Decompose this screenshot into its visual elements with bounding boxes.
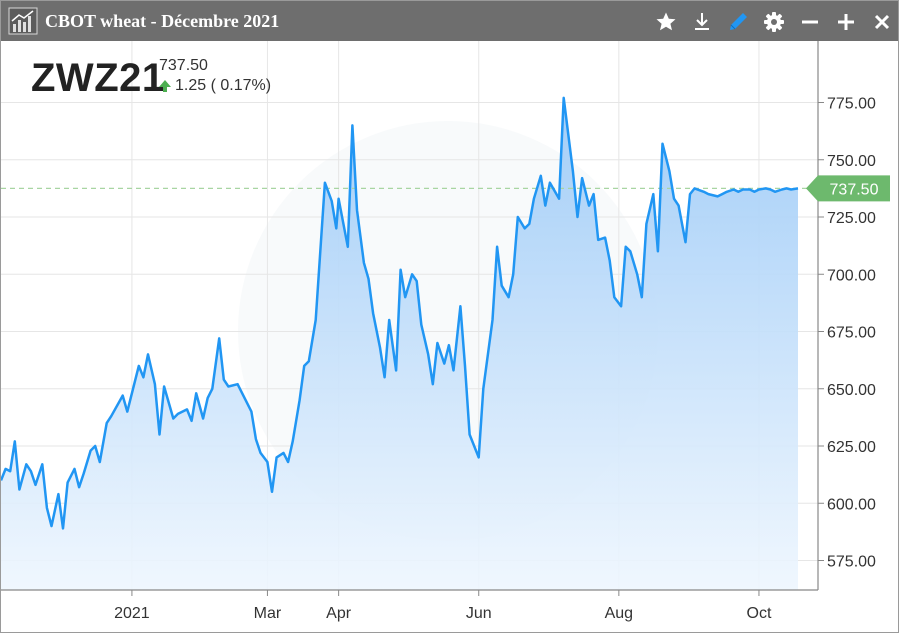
price-change-label: 1.25 ( 0.17%) [175, 77, 272, 94]
y-tick-label: 700.00 [827, 267, 876, 284]
gear-icon [764, 12, 784, 32]
y-tick-label: 650.00 [827, 382, 876, 399]
y-tick-label: 625.00 [827, 439, 876, 456]
y-tick-label: 675.00 [827, 325, 876, 342]
y-tick-label: 575.00 [827, 554, 876, 571]
x-tick-label: 2021 [114, 605, 150, 622]
close-button[interactable] [871, 11, 893, 33]
download-button[interactable] [691, 11, 713, 33]
y-axis-labels: 575.00 600.00 625.00 650.00 675.00 700.00 725.… [827, 96, 876, 571]
minus-icon [802, 20, 818, 24]
x-tick-label: Aug [605, 605, 633, 622]
close-icon [874, 14, 890, 30]
settings-button[interactable] [763, 11, 785, 33]
star-icon [656, 12, 676, 31]
price-tag-label: 737.50 [830, 181, 879, 198]
x-tick-label: Jun [466, 605, 492, 622]
price-tag-shape [806, 175, 890, 202]
plus-icon [838, 14, 854, 30]
y-tick-label: 775.00 [827, 96, 876, 113]
quote-header: ZWZ21 737.50 1.25 ( 0.17%) [1, 41, 301, 111]
draw-button[interactable] [727, 11, 749, 33]
price-chart[interactable]: 575.00 600.00 625.00 650.00 675.00 700.00 725.… [1, 41, 898, 632]
favorite-button[interactable] [655, 11, 677, 33]
x-tick-label: Oct [747, 605, 772, 622]
window-title: CBOT wheat - Décembre 2021 [45, 11, 280, 31]
chart-app-icon [8, 7, 38, 35]
chart-axes [1, 41, 824, 596]
x-tick-label: Mar [254, 605, 282, 622]
download-icon [695, 13, 709, 30]
title-bar: CBOT wheat - Décembre 2021 [1, 1, 898, 41]
x-tick-label: Apr [326, 605, 352, 622]
pen-icon [730, 13, 747, 30]
x-axis-labels: 2021 Mar Apr Jun Aug Oct [114, 605, 772, 622]
y-tick-label: 600.00 [827, 496, 876, 513]
up-arrow-icon [159, 80, 171, 92]
last-price-label: 737.50 [159, 57, 208, 74]
add-button[interactable] [835, 11, 857, 33]
y-tick-label: 750.00 [827, 153, 876, 170]
y-tick-label: 725.00 [827, 210, 876, 227]
symbol-label: ZWZ21 [31, 56, 165, 100]
minimize-button[interactable] [799, 11, 821, 33]
price-line [1, 96, 799, 530]
last-price-tag: 737.50 [806, 175, 890, 202]
price-area [1, 97, 798, 591]
